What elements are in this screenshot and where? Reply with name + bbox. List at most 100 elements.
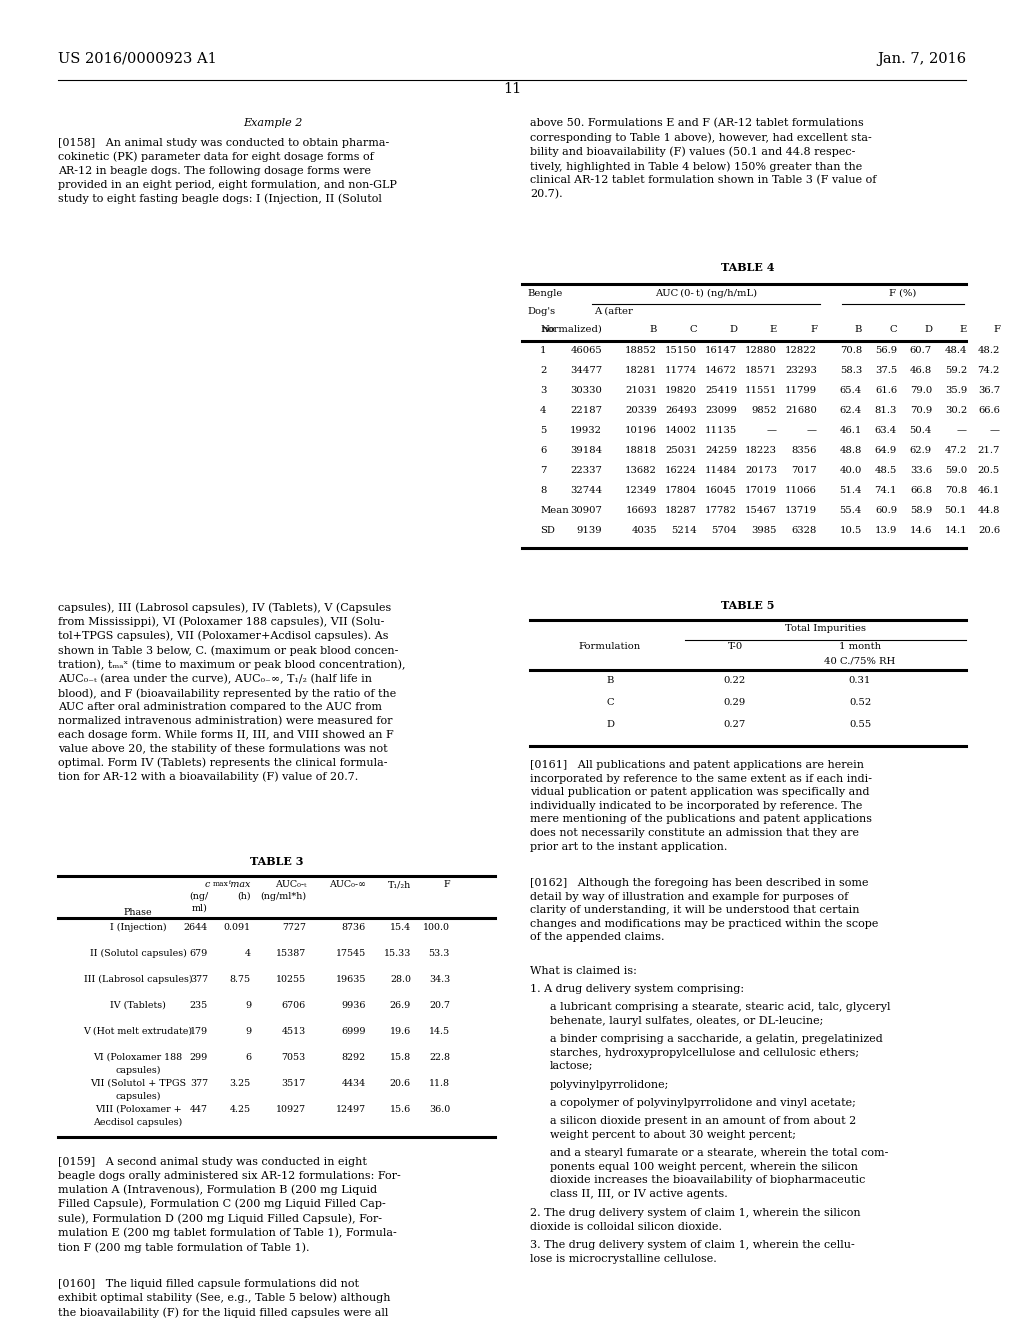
Text: 34.3: 34.3 — [429, 975, 450, 983]
Text: 10927: 10927 — [275, 1105, 306, 1114]
Text: —: — — [807, 426, 817, 436]
Text: 65.4: 65.4 — [840, 385, 862, 395]
Text: 20.7: 20.7 — [429, 1001, 450, 1010]
Text: Dog's: Dog's — [527, 308, 555, 315]
Text: capsules), III (Labrosol capsules), IV (Tablets), V (Capsules
from Mississippi),: capsules), III (Labrosol capsules), IV (… — [58, 602, 406, 783]
Text: 0.31: 0.31 — [849, 676, 871, 685]
Text: 679: 679 — [189, 949, 208, 958]
Text: 70.8: 70.8 — [840, 346, 862, 355]
Text: 8.75: 8.75 — [229, 975, 251, 983]
Text: 20.5: 20.5 — [978, 466, 1000, 475]
Text: [0161]   All publications and patent applications are herein
incorporated by ref: [0161] All publications and patent appli… — [530, 760, 872, 851]
Text: and a stearyl fumarate or a stearate, wherein the total com-
ponents equal 100 w: and a stearyl fumarate or a stearate, wh… — [550, 1148, 889, 1199]
Text: IV (Tablets): IV (Tablets) — [110, 1001, 166, 1010]
Text: 7: 7 — [540, 466, 547, 475]
Text: 0.091: 0.091 — [224, 923, 251, 932]
Text: 26493: 26493 — [666, 407, 697, 414]
Text: 18571: 18571 — [744, 366, 777, 375]
Text: 5704: 5704 — [712, 525, 737, 535]
Text: TABLE 3: TABLE 3 — [250, 855, 303, 867]
Text: 46.1: 46.1 — [840, 426, 862, 436]
Text: 79.0: 79.0 — [909, 385, 932, 395]
Text: 9: 9 — [245, 1027, 251, 1036]
Text: 1: 1 — [540, 346, 547, 355]
Text: US 2016/0000923 A1: US 2016/0000923 A1 — [58, 51, 217, 66]
Text: 4: 4 — [540, 407, 547, 414]
Text: 2644: 2644 — [184, 923, 208, 932]
Text: TABLE 5: TABLE 5 — [721, 601, 775, 611]
Text: 37.5: 37.5 — [874, 366, 897, 375]
Text: [0159]   A second animal study was conducted in eight
beagle dogs orally adminis: [0159] A second animal study was conduct… — [58, 1158, 400, 1253]
Text: 4035: 4035 — [632, 525, 657, 535]
Text: 40 C./75% RH: 40 C./75% RH — [824, 656, 896, 665]
Text: VI (Poloxamer 188: VI (Poloxamer 188 — [93, 1053, 182, 1063]
Text: 0.29: 0.29 — [724, 698, 746, 708]
Text: 0.27: 0.27 — [724, 719, 746, 729]
Text: a binder comprising a saccharide, a gelatin, pregelatinized
starches, hydroxypro: a binder comprising a saccharide, a gela… — [550, 1034, 883, 1072]
Text: 70.9: 70.9 — [909, 407, 932, 414]
Text: 7727: 7727 — [282, 923, 306, 932]
Text: 64.9: 64.9 — [874, 446, 897, 455]
Text: 4434: 4434 — [342, 1078, 366, 1088]
Text: 32744: 32744 — [570, 486, 602, 495]
Text: 14.5: 14.5 — [429, 1027, 450, 1036]
Text: I (Injection): I (Injection) — [110, 923, 166, 932]
Text: 36.0: 36.0 — [429, 1105, 450, 1114]
Text: Mean: Mean — [540, 506, 568, 515]
Text: 18852: 18852 — [625, 346, 657, 355]
Text: 2. The drug delivery system of claim 1, wherein the silicon
dioxide is colloidal: 2. The drug delivery system of claim 1, … — [530, 1208, 860, 1232]
Text: 5214: 5214 — [672, 525, 697, 535]
Text: 235: 235 — [189, 1001, 208, 1010]
Text: 23293: 23293 — [785, 366, 817, 375]
Text: —: — — [990, 426, 1000, 436]
Text: (ng/ml*h): (ng/ml*h) — [260, 892, 306, 902]
Text: 9139: 9139 — [577, 525, 602, 535]
Text: 14002: 14002 — [665, 426, 697, 436]
Text: What is claimed is:: What is claimed is: — [530, 966, 637, 975]
Text: 377: 377 — [189, 1078, 208, 1088]
Text: B: B — [606, 676, 613, 685]
Text: 60.9: 60.9 — [874, 506, 897, 515]
Text: 48.8: 48.8 — [840, 446, 862, 455]
Text: C: C — [606, 698, 613, 708]
Text: a copolymer of polyvinylpyrrolidone and vinyl acetate;: a copolymer of polyvinylpyrrolidone and … — [550, 1098, 856, 1107]
Text: 15.4: 15.4 — [390, 923, 411, 932]
Text: 0.55: 0.55 — [849, 719, 871, 729]
Text: AUC₀-∞: AUC₀-∞ — [329, 880, 366, 888]
Text: 63.4: 63.4 — [874, 426, 897, 436]
Text: III (Labrosol capsules): III (Labrosol capsules) — [84, 975, 193, 985]
Text: 4.25: 4.25 — [229, 1105, 251, 1114]
Text: 17019: 17019 — [744, 486, 777, 495]
Text: 55.4: 55.4 — [840, 506, 862, 515]
Text: 30330: 30330 — [570, 385, 602, 395]
Text: 22.8: 22.8 — [429, 1053, 450, 1063]
Text: 16693: 16693 — [626, 506, 657, 515]
Text: C: C — [890, 325, 897, 334]
Text: F (%): F (%) — [889, 289, 916, 298]
Text: 60.7: 60.7 — [910, 346, 932, 355]
Text: 61.6: 61.6 — [874, 385, 897, 395]
Text: 6999: 6999 — [341, 1027, 366, 1036]
Text: 62.4: 62.4 — [840, 407, 862, 414]
Text: 5: 5 — [540, 426, 547, 436]
Text: 7017: 7017 — [792, 466, 817, 475]
Text: T₁/₂h: T₁/₂h — [388, 880, 411, 888]
Text: 9936: 9936 — [341, 1001, 366, 1010]
Text: 11: 11 — [503, 82, 521, 96]
Text: Jan. 7, 2016: Jan. 7, 2016 — [877, 51, 966, 66]
Text: 10255: 10255 — [275, 975, 306, 983]
Text: 21031: 21031 — [625, 385, 657, 395]
Text: 11799: 11799 — [784, 385, 817, 395]
Text: 46065: 46065 — [570, 346, 602, 355]
Text: 66.8: 66.8 — [910, 486, 932, 495]
Text: 6: 6 — [245, 1053, 251, 1063]
Text: 74.2: 74.2 — [978, 366, 1000, 375]
Text: 19635: 19635 — [336, 975, 366, 983]
Text: 48.2: 48.2 — [978, 346, 1000, 355]
Text: 377: 377 — [189, 975, 208, 983]
Text: 20.6: 20.6 — [978, 525, 1000, 535]
Text: c: c — [205, 880, 210, 888]
Text: TABLE 4: TABLE 4 — [721, 261, 775, 273]
Text: 19.6: 19.6 — [390, 1027, 411, 1036]
Text: D: D — [924, 325, 932, 334]
